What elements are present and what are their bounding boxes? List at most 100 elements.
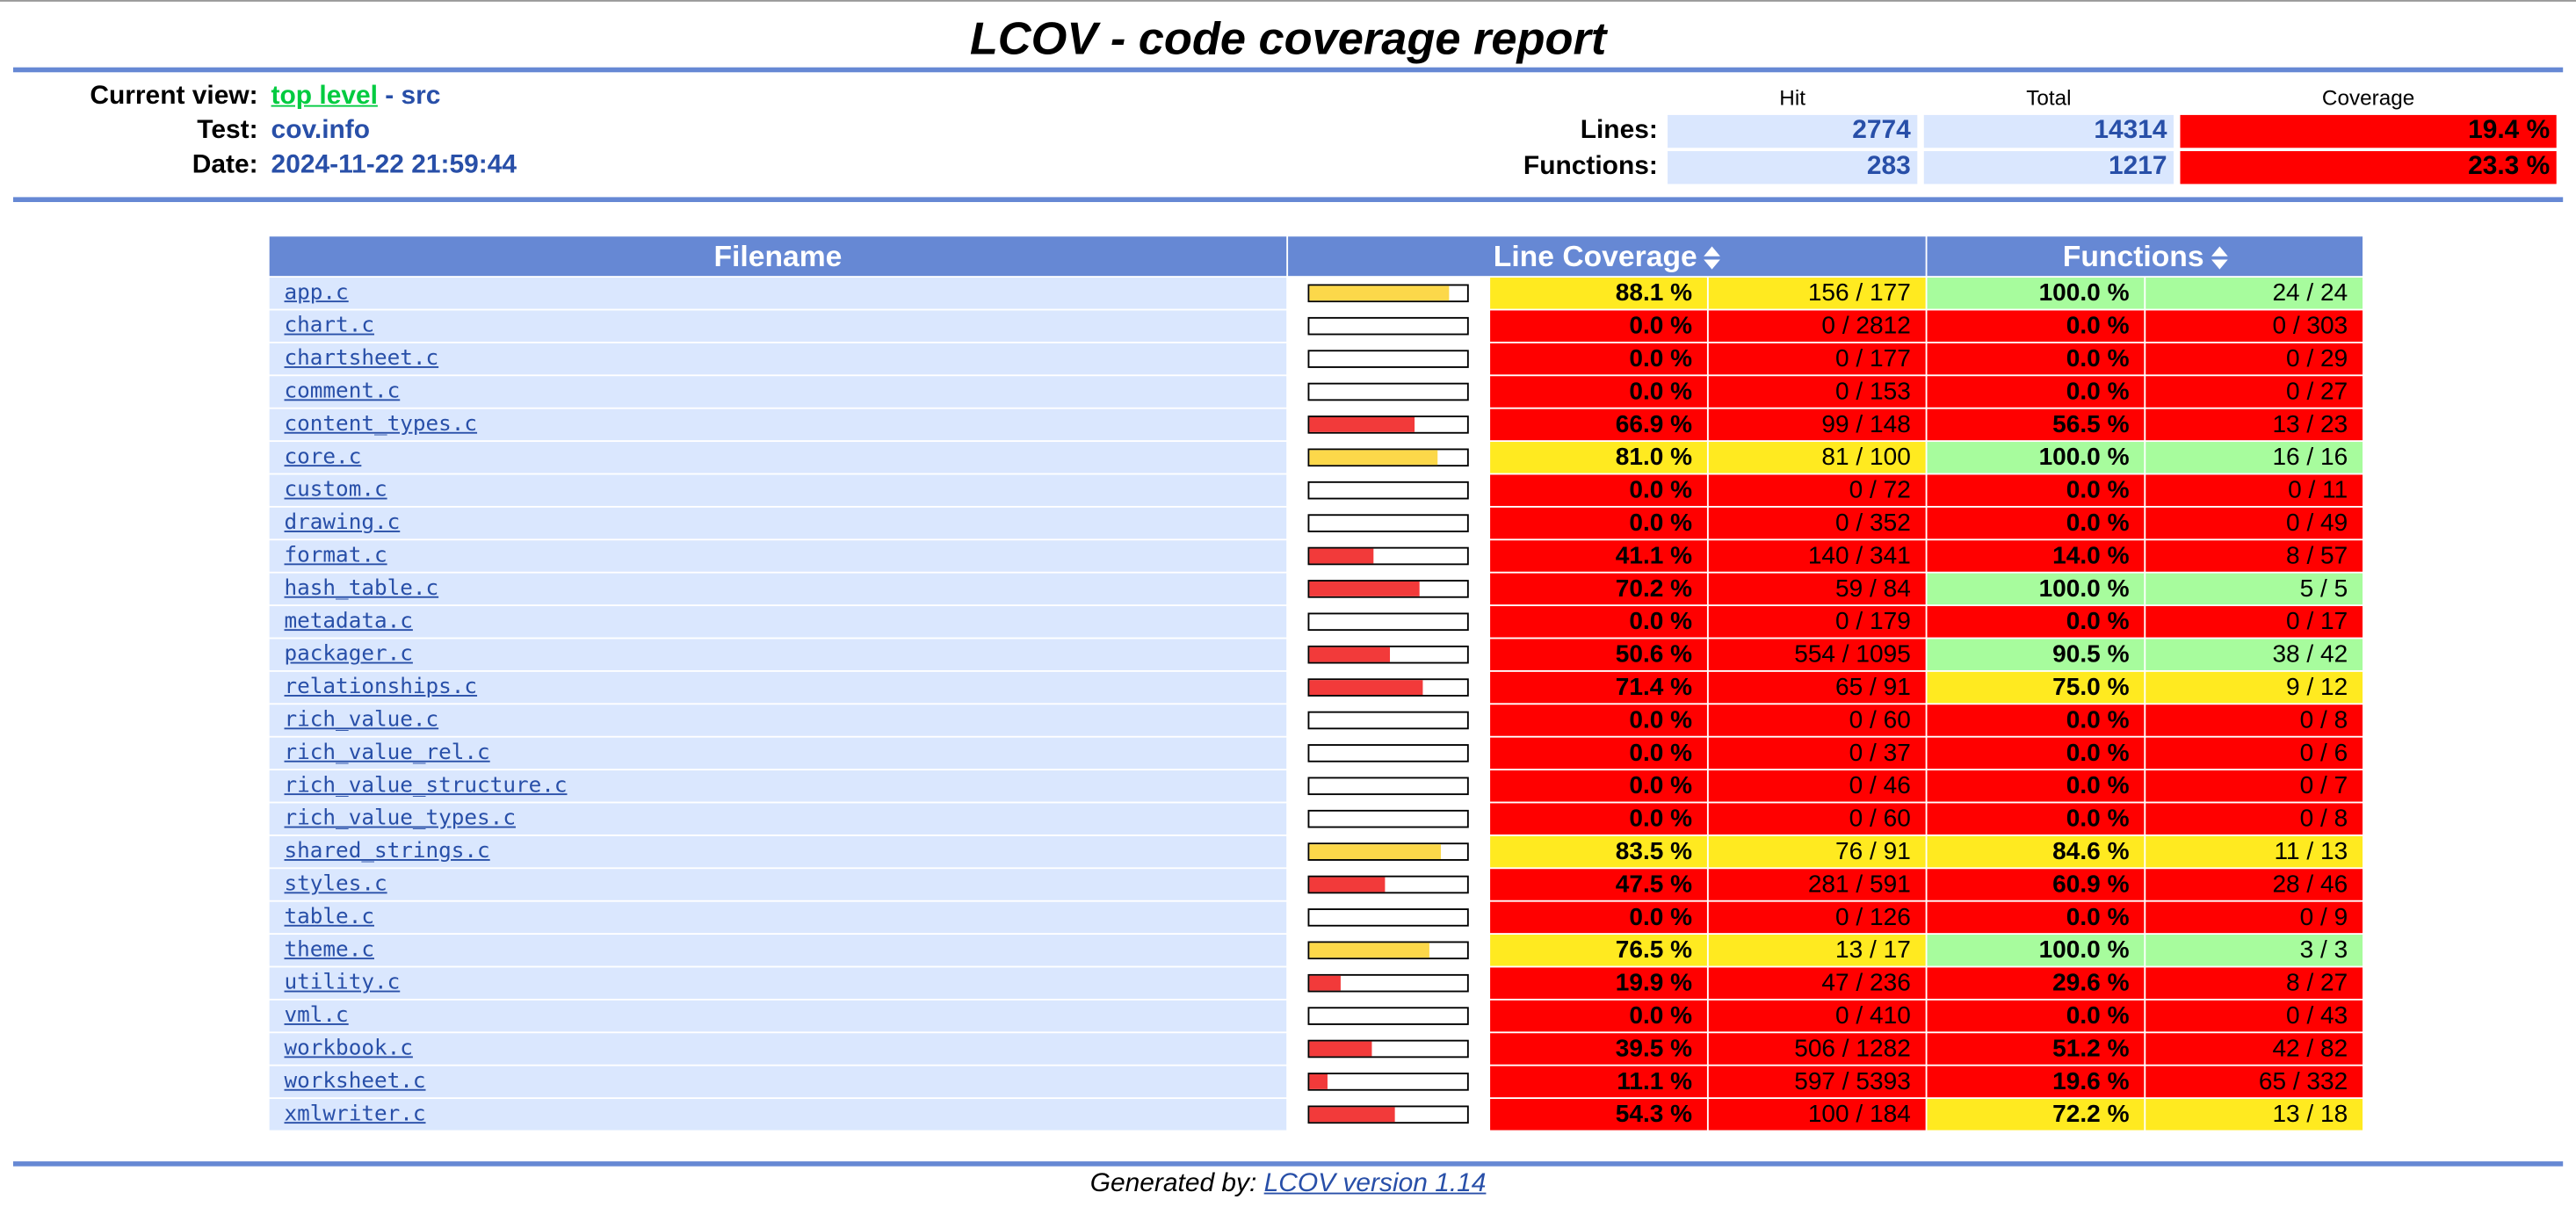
coverage-bar-cell: [1288, 606, 1489, 638]
function-coverage-percent: 0.0 %: [1927, 901, 2145, 934]
file-name-cell: workbook.c: [269, 1033, 1287, 1065]
coverage-bar: [1307, 973, 1469, 993]
col-functions[interactable]: Functions: [1927, 236, 2363, 277]
function-coverage-percent: 0.0 %: [1927, 803, 2145, 835]
current-view-sep: -: [377, 82, 402, 111]
top-level-link[interactable]: top level: [271, 82, 378, 111]
coverage-bar: [1307, 1007, 1469, 1025]
coverage-bar: [1307, 448, 1469, 467]
file-link[interactable]: worksheet.c: [284, 1069, 426, 1095]
file-link[interactable]: utility.c: [284, 971, 401, 996]
function-coverage-count: 28 / 46: [2145, 869, 2363, 900]
line-coverage-percent: 0.0 %: [1490, 1000, 1707, 1032]
file-name-cell: theme.c: [269, 935, 1287, 966]
function-coverage-percent: 90.5 %: [1927, 639, 2145, 670]
file-link[interactable]: rich_value_types.c: [284, 806, 516, 832]
function-coverage-percent: 100.0 %: [1927, 573, 2145, 605]
line-coverage-percent: 0.0 %: [1490, 770, 1707, 802]
file-link[interactable]: chartsheet.c: [284, 346, 439, 372]
line-coverage-percent: 0.0 %: [1490, 901, 1707, 934]
line-coverage-percent: 66.9 %: [1490, 408, 1707, 441]
function-coverage-percent: 0.0 %: [1927, 474, 2145, 506]
current-view-dir: src: [401, 82, 441, 111]
summary-empty-head: [1522, 83, 1661, 112]
sort-arrows-icon[interactable]: [2211, 246, 2227, 270]
coverage-bar: [1307, 1039, 1469, 1059]
file-name-cell: chart.c: [269, 310, 1287, 342]
summary-header: Current view: top level - src Test: cov.…: [13, 76, 2563, 194]
lcov-version-link[interactable]: LCOV version 1.14: [1263, 1169, 1487, 1198]
file-name-cell: packager.c: [269, 639, 1287, 670]
coverage-bar: [1307, 350, 1469, 368]
top-border: [0, 0, 2576, 2]
footer-ruler: [12, 1161, 2564, 1167]
coverage-bar-cell: [1288, 770, 1489, 802]
table-row: comment.c 0.0 % 0 / 153 0.0 % 0 / 27: [269, 376, 2363, 408]
file-link[interactable]: packager.c: [284, 642, 413, 668]
coverage-bar-cell: [1288, 835, 1489, 868]
coverage-bar: [1307, 284, 1469, 303]
date-row: Date: 2024-11-22 21:59:44: [13, 148, 517, 182]
col-line-coverage[interactable]: Line Coverage: [1288, 236, 1926, 277]
function-coverage-count: 11 / 13: [2145, 835, 2363, 868]
file-link[interactable]: workbook.c: [284, 1036, 413, 1062]
file-table-header: Filename Line Coverage Functions: [269, 236, 2363, 277]
file-name-cell: worksheet.c: [269, 1066, 1287, 1098]
file-link[interactable]: vml.c: [284, 1003, 349, 1029]
file-link[interactable]: rich_value_rel.c: [284, 741, 490, 766]
file-link[interactable]: table.c: [284, 905, 374, 930]
file-link[interactable]: hash_table.c: [284, 576, 439, 602]
coverage-bar-fill: [1309, 581, 1421, 596]
coverage-bar-cell: [1288, 1000, 1489, 1032]
sort-arrows-icon[interactable]: [1704, 246, 1720, 270]
coverage-bar: [1307, 842, 1469, 861]
line-coverage-percent: 47.5 %: [1490, 869, 1707, 900]
line-coverage-percent: 88.1 %: [1490, 278, 1707, 309]
file-link[interactable]: drawing.c: [284, 510, 401, 536]
file-link[interactable]: rich_value.c: [284, 707, 439, 733]
test-row: Test: cov.info: [13, 113, 517, 148]
date-value: 2024-11-22 21:59:44: [271, 151, 517, 179]
line-coverage-count: 76 / 91: [1708, 835, 1926, 868]
file-link[interactable]: theme.c: [284, 937, 374, 963]
file-link[interactable]: format.c: [284, 543, 387, 569]
coverage-bar-cell: [1288, 671, 1489, 704]
file-link[interactable]: xmlwriter.c: [284, 1102, 426, 1127]
function-coverage-percent: 19.6 %: [1927, 1066, 2145, 1098]
line-coverage-count: 81 / 100: [1708, 442, 1926, 473]
line-coverage-percent: 41.1 %: [1490, 540, 1707, 572]
line-coverage-count: 47 / 236: [1708, 967, 1926, 999]
file-name-cell: app.c: [269, 278, 1287, 309]
file-link[interactable]: metadata.c: [284, 609, 413, 634]
coverage-bar: [1307, 941, 1469, 960]
line-coverage-percent: 0.0 %: [1490, 474, 1707, 506]
table-row: core.c 81.0 % 81 / 100 100.0 % 16 / 16: [269, 442, 2363, 473]
coverage-bar-cell: [1288, 1066, 1489, 1098]
file-link[interactable]: custom.c: [284, 478, 387, 503]
file-link[interactable]: shared_strings.c: [284, 839, 490, 864]
footer-prefix: Generated by:: [1089, 1169, 1264, 1198]
file-link[interactable]: chart.c: [284, 314, 374, 339]
file-link[interactable]: relationships.c: [284, 675, 478, 700]
table-row: app.c 88.1 % 156 / 177 100.0 % 24 / 24: [269, 278, 2363, 309]
line-coverage-percent: 0.0 %: [1490, 507, 1707, 539]
file-link[interactable]: comment.c: [284, 379, 401, 405]
file-link[interactable]: core.c: [284, 444, 362, 470]
coverage-bar-cell: [1288, 1099, 1489, 1131]
file-name-cell: custom.c: [269, 474, 1287, 506]
file-link[interactable]: styles.c: [284, 871, 387, 898]
coverage-bar-fill: [1309, 548, 1375, 564]
file-link[interactable]: content_types.c: [284, 412, 478, 437]
function-coverage-count: 13 / 18: [2145, 1099, 2363, 1131]
summary-functions-row: Functions: 283 1217 23.3 %: [1522, 151, 2557, 184]
file-link[interactable]: app.c: [284, 280, 349, 306]
coverage-bar-cell: [1288, 803, 1489, 835]
file-name-cell: table.c: [269, 901, 1287, 934]
file-link[interactable]: rich_value_structure.c: [284, 773, 568, 798]
line-coverage-percent: 0.0 %: [1490, 803, 1707, 835]
coverage-bar: [1307, 1073, 1469, 1091]
function-coverage-count: 0 / 27: [2145, 376, 2363, 408]
file-name-cell: relationships.c: [269, 671, 1287, 704]
line-coverage-count: 0 / 126: [1708, 901, 1926, 934]
function-coverage-count: 0 / 17: [2145, 606, 2363, 638]
